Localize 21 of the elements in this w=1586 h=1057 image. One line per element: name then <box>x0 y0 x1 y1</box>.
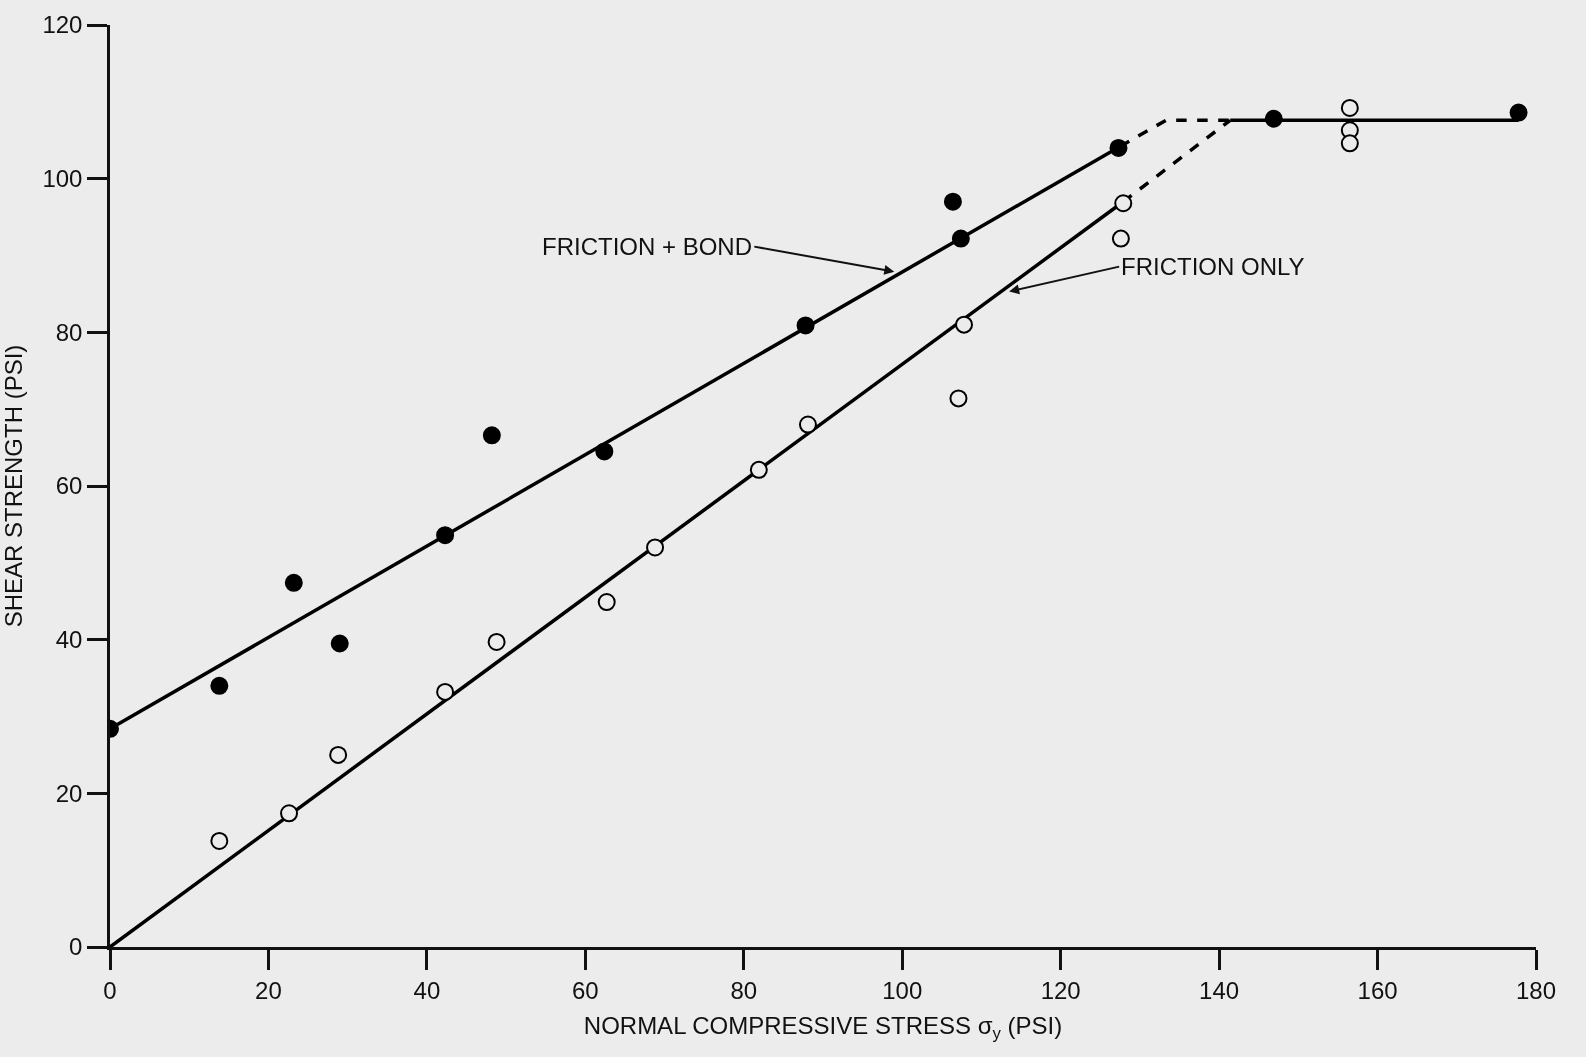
x-tick-label: 80 <box>730 976 758 1004</box>
x-tick-label: 140 <box>1199 976 1240 1004</box>
x-tick-label: 20 <box>255 976 282 1004</box>
y-tick-label: 100 <box>42 165 83 193</box>
x-tick-label: 160 <box>1357 976 1398 1004</box>
y-tick-label: 80 <box>55 318 83 346</box>
y-tick-label: 120 <box>42 11 83 39</box>
x-tick-label: 180 <box>1515 976 1557 1004</box>
y-tick-label: 40 <box>55 626 83 654</box>
y-tick-label: 20 <box>55 779 83 807</box>
y-tick-label: 0 <box>69 933 83 961</box>
y-tick-label: 60 <box>55 472 83 500</box>
x-tick-label: 120 <box>1040 976 1081 1004</box>
x-tick-label: 100 <box>882 976 923 1004</box>
x-tick-label: 40 <box>413 976 441 1004</box>
annotation: FRICTION ONLY <box>1121 253 1305 280</box>
annotation: FRICTION + BOND <box>542 233 753 260</box>
x-axis-title: NORMAL COMPRESSIVE STRESS σ$_{y}$ (PSI) <box>583 1011 1063 1043</box>
y-axis-title: SHEAR STRENGTH (PSI) <box>0 344 27 628</box>
x-tick-label: 60 <box>571 976 599 1004</box>
x-tick-label: 0 <box>103 976 117 1004</box>
